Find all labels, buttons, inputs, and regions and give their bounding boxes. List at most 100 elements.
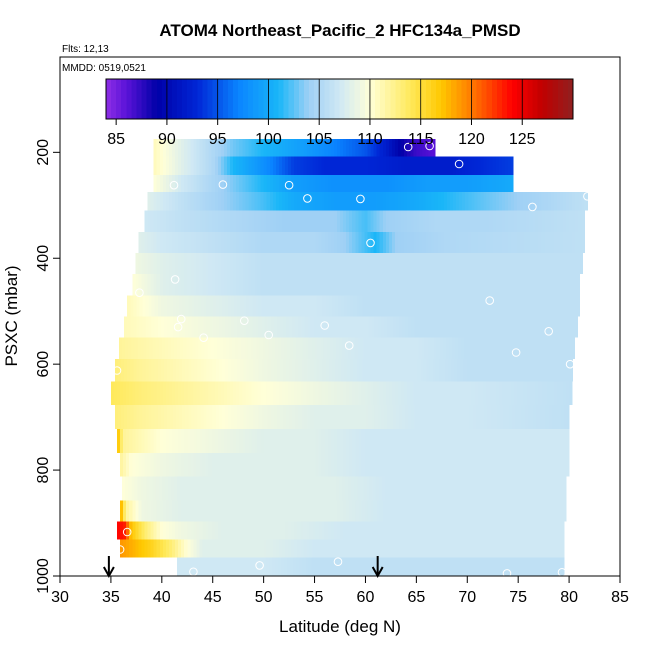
- heatmap-cell: [388, 539, 393, 558]
- heatmap-cell: [486, 156, 491, 175]
- heatmap-cell: [231, 295, 235, 317]
- heatmap-cell: [500, 337, 505, 359]
- heatmap-cell: [242, 156, 246, 175]
- heatmap-cell: [398, 174, 402, 193]
- heatmap-cell: [149, 337, 154, 359]
- heatmap-cell: [226, 539, 231, 558]
- heatmap-cell: [313, 405, 318, 430]
- heatmap-cell: [318, 381, 323, 406]
- heatmap-cell: [160, 358, 165, 382]
- heatmap-cell: [575, 192, 579, 211]
- heatmap-cell: [362, 295, 367, 317]
- heatmap-cell: [266, 500, 271, 522]
- heatmap-cell: [248, 156, 253, 175]
- heatmap-cell: [562, 274, 567, 296]
- sample-point: [115, 545, 125, 554]
- heatmap-cell: [254, 174, 259, 193]
- heatmap-cell: [230, 452, 234, 477]
- heatmap-cell: [550, 210, 555, 232]
- heatmap-cell: [504, 539, 509, 558]
- heatmap-cell: [175, 231, 179, 253]
- heatmap-cell: [473, 557, 478, 576]
- heatmap-cell: [239, 139, 243, 157]
- heatmap-cell: [453, 521, 457, 540]
- colorbar-cell: [552, 79, 559, 119]
- heatmap-cell: [520, 210, 524, 232]
- heatmap-cell: [487, 405, 492, 430]
- heatmap-cell: [404, 156, 408, 175]
- heatmap-cell: [272, 539, 277, 558]
- heatmap-cell: [470, 557, 474, 576]
- dates-label: MMDD: 0519,0521: [62, 63, 146, 74]
- heatmap-cell: [462, 274, 466, 296]
- heatmap-cell: [224, 405, 229, 430]
- heatmap-cell: [129, 500, 133, 522]
- heatmap-cell: [147, 231, 152, 253]
- heatmap-cell: [200, 316, 205, 338]
- heatmap-cell: [429, 405, 434, 430]
- heatmap-cell: [318, 174, 323, 193]
- heatmap-cell: [431, 231, 436, 253]
- heatmap-cell: [246, 405, 250, 430]
- sample-point: [403, 142, 413, 152]
- heatmap-cell: [179, 316, 183, 338]
- heatmap-cell: [193, 174, 198, 193]
- heatmap-cell: [340, 139, 344, 157]
- colorbar-cell: [512, 79, 518, 119]
- heatmap-cell: [527, 295, 531, 317]
- heatmap-cell: [168, 274, 173, 296]
- heatmap-cell: [484, 358, 489, 382]
- heatmap-cell: [181, 452, 185, 477]
- heatmap-row: [135, 252, 583, 275]
- heatmap-cell: [353, 358, 357, 382]
- heatmap-cell: [425, 210, 430, 232]
- heatmap-cell: [148, 316, 153, 338]
- heatmap-cell: [394, 381, 399, 406]
- heatmap-cell: [172, 381, 176, 406]
- heatmap-cell: [324, 210, 329, 232]
- heatmap-cell: [190, 381, 194, 406]
- heatmap-cell: [427, 337, 432, 359]
- heatmap-cell: [514, 429, 518, 453]
- heatmap-cell: [541, 452, 546, 477]
- colorbar-cell: [298, 79, 305, 119]
- heatmap-cell: [520, 252, 524, 275]
- heatmap-cell: [304, 405, 309, 430]
- heatmap-cell: [239, 429, 243, 453]
- heatmap-cell: [477, 539, 482, 558]
- heatmap-cell: [155, 337, 160, 359]
- heatmap-cell: [166, 405, 171, 430]
- heatmap-cell: [312, 210, 317, 232]
- heatmap-row: [147, 192, 589, 211]
- heatmap-cell: [456, 429, 460, 453]
- heatmap-cell: [358, 500, 362, 522]
- heatmap-cell: [180, 557, 184, 576]
- heatmap-cell: [433, 557, 438, 576]
- heatmap-cell: [537, 476, 542, 501]
- heatmap-cell: [203, 405, 208, 430]
- heatmap-cell: [226, 156, 231, 175]
- heatmap-cell: [434, 381, 439, 406]
- heatmap-cell: [214, 500, 219, 522]
- heatmap-cell: [467, 557, 471, 576]
- heatmap-cell: [410, 539, 414, 558]
- heatmap-cell: [220, 231, 225, 253]
- heatmap-cell: [327, 381, 332, 406]
- heatmap-cell: [324, 274, 329, 296]
- heatmap-cell: [436, 557, 441, 576]
- heatmap-cell: [401, 139, 405, 157]
- heatmap-cell: [278, 174, 283, 193]
- heatmap-cell: [520, 452, 524, 477]
- heatmap-cell: [254, 252, 259, 275]
- heatmap-cell: [416, 252, 421, 275]
- heatmap-cell: [550, 429, 555, 453]
- heatmap-cell: [340, 452, 344, 477]
- heatmap-cell: [478, 316, 483, 338]
- heatmap-cell: [184, 231, 188, 253]
- heatmap-cell: [524, 358, 528, 382]
- heatmap-cell: [495, 156, 500, 175]
- heatmap-cell: [532, 381, 537, 406]
- heatmap-cell: [248, 139, 253, 157]
- heatmap-cell: [504, 174, 509, 193]
- colorbar-cell: [253, 79, 259, 119]
